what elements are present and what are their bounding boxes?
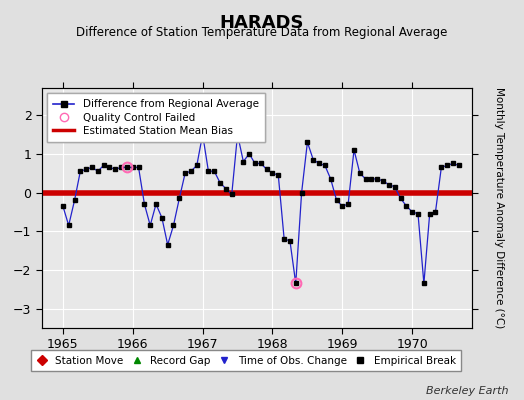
Text: HARADS: HARADS (220, 14, 304, 32)
Legend: Difference from Regional Average, Quality Control Failed, Estimated Station Mean: Difference from Regional Average, Qualit… (47, 93, 265, 142)
Y-axis label: Monthly Temperature Anomaly Difference (°C): Monthly Temperature Anomaly Difference (… (494, 87, 504, 329)
Text: Difference of Station Temperature Data from Regional Average: Difference of Station Temperature Data f… (77, 26, 447, 39)
Legend: Station Move, Record Gap, Time of Obs. Change, Empirical Break: Station Move, Record Gap, Time of Obs. C… (31, 350, 461, 371)
Text: Berkeley Earth: Berkeley Earth (426, 386, 508, 396)
